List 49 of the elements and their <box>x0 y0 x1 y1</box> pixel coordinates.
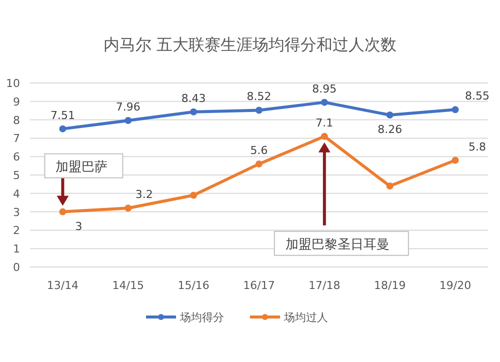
y-tick-label: 9 <box>13 95 20 108</box>
point <box>452 106 459 114</box>
data-label: 8.55 <box>465 90 490 103</box>
y-tick-label: 0 <box>13 261 20 274</box>
y-tick-label: 4 <box>13 187 20 200</box>
y-tick-label: 1 <box>13 242 20 256</box>
point <box>256 160 262 168</box>
point <box>124 117 132 124</box>
data-label: 7.96 <box>116 100 140 114</box>
point <box>320 98 328 106</box>
data-label: 7.1 <box>316 116 334 130</box>
x-tick-label: 14/15 <box>112 279 144 292</box>
data-label: 5.8 <box>468 140 486 154</box>
data-label: 3 <box>75 220 82 233</box>
point <box>256 106 262 114</box>
data-label: 8.95 <box>312 82 337 96</box>
data-label: 3.2 <box>135 188 153 202</box>
annotation: 加盟巴黎圣日耳曼 <box>285 237 390 252</box>
annotation: 加盟巴萨 <box>56 160 108 175</box>
data-label: 8.43 <box>181 92 206 105</box>
y-tick-label: 6 <box>13 150 20 164</box>
x-tick-label: 13/14 <box>46 279 79 292</box>
data-label: 8.26 <box>378 123 402 136</box>
data-label: 8.52 <box>246 90 272 104</box>
y-tick-label: 7 <box>13 132 20 146</box>
data-label: 5.6 <box>250 144 268 157</box>
y-tick-label: 8 <box>13 114 20 127</box>
legend-label: 场均得分 <box>179 311 224 324</box>
point <box>386 182 394 190</box>
point <box>59 208 66 216</box>
point <box>59 125 66 132</box>
y-tick-label: 2 <box>13 224 20 238</box>
point <box>452 156 459 164</box>
legend-label: 场均过人 <box>283 311 328 324</box>
x-tick-label: 18/19 <box>374 279 406 292</box>
point <box>124 204 132 212</box>
y-tick-label: 3 <box>13 206 20 219</box>
x-tick-label: 16/17 <box>243 279 275 292</box>
x-tick-label: 17/18 <box>308 279 340 292</box>
x-tick-label: 15/16 <box>178 279 210 292</box>
chart-title: 内马尔 五大联赛生涯场均得分和过人次数 <box>103 35 397 54</box>
data-label: 7.51 <box>50 108 75 122</box>
y-tick-label: 5 <box>13 169 20 182</box>
y-tick-label: 10 <box>6 77 20 90</box>
point <box>386 112 394 119</box>
point <box>190 192 198 199</box>
x-tick-label: 19/20 <box>439 279 472 292</box>
point <box>190 108 198 116</box>
point <box>320 132 328 140</box>
